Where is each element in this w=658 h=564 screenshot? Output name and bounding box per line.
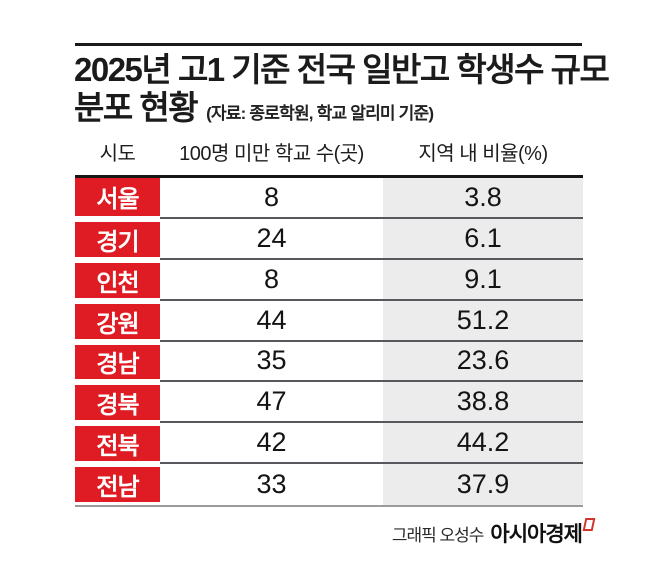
count-cell: 8 (160, 260, 383, 301)
ratio-cell: 38.8 (383, 382, 583, 424)
page-title-line2: 분포 현황 (74, 89, 199, 126)
column-header-region: 시도 (99, 143, 136, 165)
table-row: 강원 44 51.2 (75, 300, 583, 342)
count-cell: 8 (160, 178, 383, 219)
ratio-cell: 6.1 (383, 218, 583, 260)
ratio-cell: 51.2 (383, 300, 583, 342)
region-cell: 경기 (75, 221, 160, 257)
table-row: 경북 47 38.8 (75, 382, 583, 424)
ratio-cell: 9.1 (383, 259, 583, 301)
title-block: 2025년 고1 기준 전국 일반고 학생수 규모 분포 현황 (자료: 종로학… (74, 51, 644, 127)
footer-credit-row: 그래픽 오성수 아시아경제 (391, 518, 596, 548)
region-cell: 경남 (75, 344, 160, 380)
region-cell: 강원 (75, 303, 160, 339)
brand-logo-text: 아시아경제 (490, 523, 583, 546)
table-row: 인천 8 9.1 (75, 259, 583, 301)
page-title-line1: 2025년 고1 기준 전국 일반고 학생수 규모 (74, 51, 610, 88)
count-cell: 42 (160, 423, 383, 465)
table-header-row: 시도 100명 미만 학교 수(곳) 지역 내 비율(%) (75, 138, 583, 172)
data-table: 서울 8 3.8 경기 24 6.1 인천 8 9.1 강원 44 51.2 경… (75, 175, 583, 507)
table-row: 전남 33 37.9 (75, 464, 583, 505)
count-cell: 33 (256, 469, 287, 500)
brand-mark-icon (582, 518, 596, 531)
region-cell: 전남 (75, 467, 160, 502)
count-cell: 35 (160, 342, 383, 383)
count-cell: 44 (160, 301, 383, 342)
table-row: 경기 24 6.1 (75, 218, 583, 260)
data-source-note: (자료: 종로학원, 학교 알리미 기준) (206, 104, 434, 123)
column-header-count: 100명 미만 학교 수(곳) (179, 143, 364, 165)
table-row: 서울 8 3.8 (75, 178, 583, 219)
top-rule-divider (75, 43, 582, 46)
column-header-ratio: 지역 내 비율(%) (418, 143, 548, 165)
region-cell: 서울 (75, 178, 160, 216)
ratio-cell: 23.6 (383, 341, 583, 383)
graphic-credit: 그래픽 오성수 (391, 526, 485, 545)
region-cell: 경북 (75, 385, 160, 421)
ratio-cell: 3.8 (383, 178, 583, 219)
table-row: 경남 35 23.6 (75, 341, 583, 383)
region-cell: 전북 (75, 426, 160, 462)
ratio-cell: 37.9 (383, 464, 583, 505)
table-row: 전북 42 44.2 (75, 423, 583, 465)
count-cell: 24 (160, 219, 383, 260)
ratio-cell: 44.2 (383, 423, 583, 465)
count-cell: 47 (160, 382, 383, 424)
region-cell: 인천 (75, 262, 160, 298)
